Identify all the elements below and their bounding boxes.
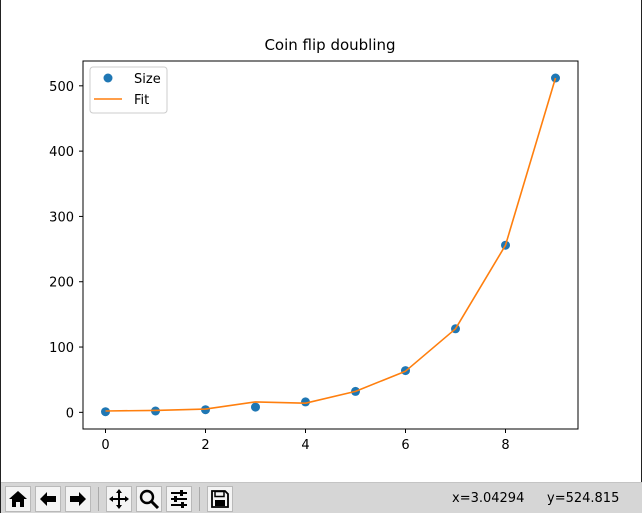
y-tick-label: 400 (49, 145, 74, 160)
series-line-fit (105, 77, 557, 412)
pan-button[interactable] (106, 486, 132, 512)
configure-subplots-button[interactable] (166, 486, 192, 512)
x-axis: 0 2 4 6 8 (101, 429, 510, 453)
legend-label-size: Size (134, 72, 161, 87)
zoom-button[interactable] (136, 486, 162, 512)
chart-title: Coin flip doubling (264, 36, 395, 54)
cursor-y-readout: y=524.815 (547, 491, 620, 506)
y-tick-label: 100 (49, 341, 74, 356)
axes-frame (82, 60, 579, 430)
x-tick-label: 6 (401, 438, 409, 453)
arrow-left-icon (40, 492, 56, 506)
home-button[interactable] (5, 486, 31, 512)
move-icon (109, 489, 129, 509)
y-axis: 0 100 200 300 400 500 (49, 80, 83, 421)
toolbar-separator (199, 487, 200, 511)
cursor-x-readout: x=3.04294 (452, 491, 525, 506)
legend-label-fit: Fit (134, 93, 149, 108)
y-tick-label: 200 (49, 276, 74, 291)
x-tick-label: 8 (501, 438, 509, 453)
data-point-size (101, 407, 110, 417)
chart-svg: Coin flip doubling 0 2 4 6 8 0 100 200 300 400 50… (49, 36, 579, 453)
legend-marker-size (103, 73, 113, 83)
save-button[interactable] (207, 486, 233, 512)
back-button[interactable] (35, 486, 61, 512)
y-tick-label: 0 (66, 406, 74, 421)
legend: Size Fit (89, 66, 168, 114)
x-tick-label: 0 (101, 438, 109, 453)
x-tick-label: 2 (201, 438, 209, 453)
toolbar-separator (98, 487, 99, 511)
sliders-icon (171, 490, 187, 508)
navigation-toolbar: x=3.04294 y=524.815 (1, 482, 642, 513)
home-icon (9, 491, 27, 507)
x-tick-label: 4 (301, 438, 309, 453)
data-point-size (301, 397, 310, 407)
forward-button[interactable] (65, 486, 91, 512)
y-tick-label: 300 (49, 210, 74, 225)
arrow-right-icon (70, 492, 86, 506)
plot-area (101, 73, 560, 417)
figure-canvas: Coin flip doubling 0 2 4 6 8 0 100 200 300 400 50… (1, 0, 642, 482)
magnifier-icon (139, 489, 160, 510)
y-tick-label: 500 (49, 80, 74, 95)
data-point-size (251, 402, 260, 412)
floppy-disk-icon (211, 490, 229, 508)
